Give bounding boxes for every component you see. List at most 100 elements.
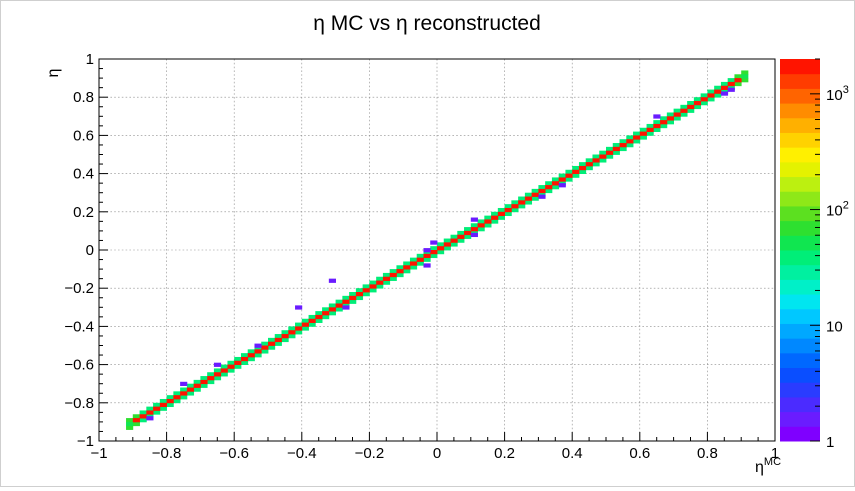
color-scale-label: 103 (826, 84, 849, 104)
x-tick-label: 0.4 (562, 445, 583, 462)
hist-cell-upper (727, 78, 735, 83)
y-tick-label: −0.4 (64, 318, 94, 335)
hist-cell-diagonal (457, 234, 465, 239)
color-scale-band (780, 161, 820, 178)
hist-cell-upper (511, 200, 519, 205)
hist-cell-diagonal (599, 154, 607, 159)
hist-cell-diagonal (673, 112, 681, 117)
y-tick-label: −0.6 (64, 357, 94, 374)
hist-cell-upper (599, 150, 607, 155)
y-tick-label: 0 (86, 242, 94, 259)
hist-cell-lower (213, 376, 222, 381)
hist-cell-diagonal (295, 326, 303, 331)
hist-cell-diagonal (720, 85, 729, 90)
hist-cell-diagonal (403, 265, 411, 270)
x-tick-label: 0.8 (697, 445, 718, 462)
hist-cell-lower (166, 402, 174, 408)
hist-cell-upper (443, 238, 451, 243)
hist-cell-upper (437, 242, 445, 247)
color-scale-band (780, 73, 820, 89)
hist-cell-diagonal (328, 307, 336, 312)
color-scale-label-base: 10 (826, 318, 843, 335)
hist-cell-upper (220, 364, 228, 369)
hist-cell-upper (639, 127, 647, 132)
hist-cell-diagonal (281, 334, 289, 339)
hist-cell-upper (524, 192, 533, 197)
hist-cell-upper (504, 204, 512, 209)
y-tick-label: −0.2 (64, 280, 94, 297)
color-scale-band (780, 323, 820, 339)
hist-cell-diagonal (186, 387, 195, 392)
hist-cell-upper (572, 165, 580, 171)
hist-cell-diagonal (382, 276, 391, 281)
hist-cell-upper (207, 372, 215, 377)
hist-cell-diagonal (572, 169, 580, 174)
hist-cell-diagonal (558, 177, 566, 182)
hist-cell-upper (153, 402, 161, 408)
color-scale-band (780, 59, 820, 75)
hist-cell-lower (308, 322, 316, 327)
hist-cell-diagonal (200, 379, 208, 385)
hist-cell-diagonal (470, 227, 478, 232)
hist-cell-lower (409, 265, 418, 270)
hist-cell-lower (660, 123, 668, 129)
hist-cell-diagonal (592, 158, 600, 163)
hist-cell-diagonal (213, 372, 222, 377)
hist-cell-diagonal (396, 269, 404, 274)
hist-cell-diagonal (369, 284, 377, 289)
hist-cell-upper (606, 146, 614, 152)
hist-cell-lower (639, 135, 647, 140)
hist-cell-upper (308, 314, 316, 320)
hist-cell-lower (349, 299, 357, 304)
hist-cell-diagonal (389, 272, 397, 278)
hist-cell-lower (335, 307, 343, 312)
hist-cell-diagonal (315, 314, 323, 320)
hist-cell-lower (173, 398, 181, 404)
hist-cell-upper (653, 120, 661, 125)
hist-cell-diagonal (301, 322, 309, 327)
hist-cell-lower (673, 116, 681, 121)
hist-cell-upper (146, 406, 154, 411)
hist-cell-diagonal (261, 345, 269, 350)
hist-cell-lower (281, 337, 289, 343)
hist-cell-diagonal (227, 364, 235, 369)
color-scale-band (780, 308, 820, 324)
hist-cell-lower (274, 341, 282, 346)
hist-cell-upper (403, 261, 411, 266)
hist-cell-upper (200, 376, 208, 381)
hist-cell-upper (126, 418, 134, 423)
hist-cell-upper (240, 353, 249, 358)
hist-cell-lower (457, 238, 465, 243)
hist-cell-upper (700, 93, 708, 98)
hist-cell-lower (369, 288, 377, 293)
color-scale-label: 1 (826, 434, 834, 451)
hist-cell-lower (437, 250, 445, 255)
hist-cell-lower (700, 101, 708, 106)
hist-cell-lower (153, 410, 161, 415)
hist-cell-upper (382, 272, 391, 278)
hist-cell-upper (315, 311, 323, 316)
color-scale-label-base: 10 (826, 203, 843, 220)
hist-cell-upper (261, 341, 269, 346)
hist-cell-diagonal (180, 391, 188, 396)
hist-cell-lower (315, 318, 323, 323)
hist-cell-lower (572, 173, 580, 178)
x-tick-label: −1 (90, 445, 107, 462)
hist-cell-lower (389, 276, 397, 281)
hist-cell-diagonal (247, 353, 255, 358)
hist-cell-upper (619, 139, 627, 144)
hist-cell-outlier (146, 416, 154, 421)
hist-cell-upper (409, 257, 418, 262)
color-scale-band (780, 426, 820, 442)
hist-cell-lower (450, 242, 458, 247)
y-tick-label: 0.2 (73, 204, 94, 221)
hist-cell-outlier (470, 217, 478, 222)
hist-cell-upper (673, 108, 681, 113)
hist-cell-lower (234, 364, 242, 369)
hist-cell-outlier (423, 263, 431, 268)
x-tick-label: −0.4 (287, 445, 317, 462)
hist-cell-lower (200, 383, 208, 388)
hist-cell-upper (234, 356, 242, 362)
hist-cell-upper (497, 207, 505, 213)
